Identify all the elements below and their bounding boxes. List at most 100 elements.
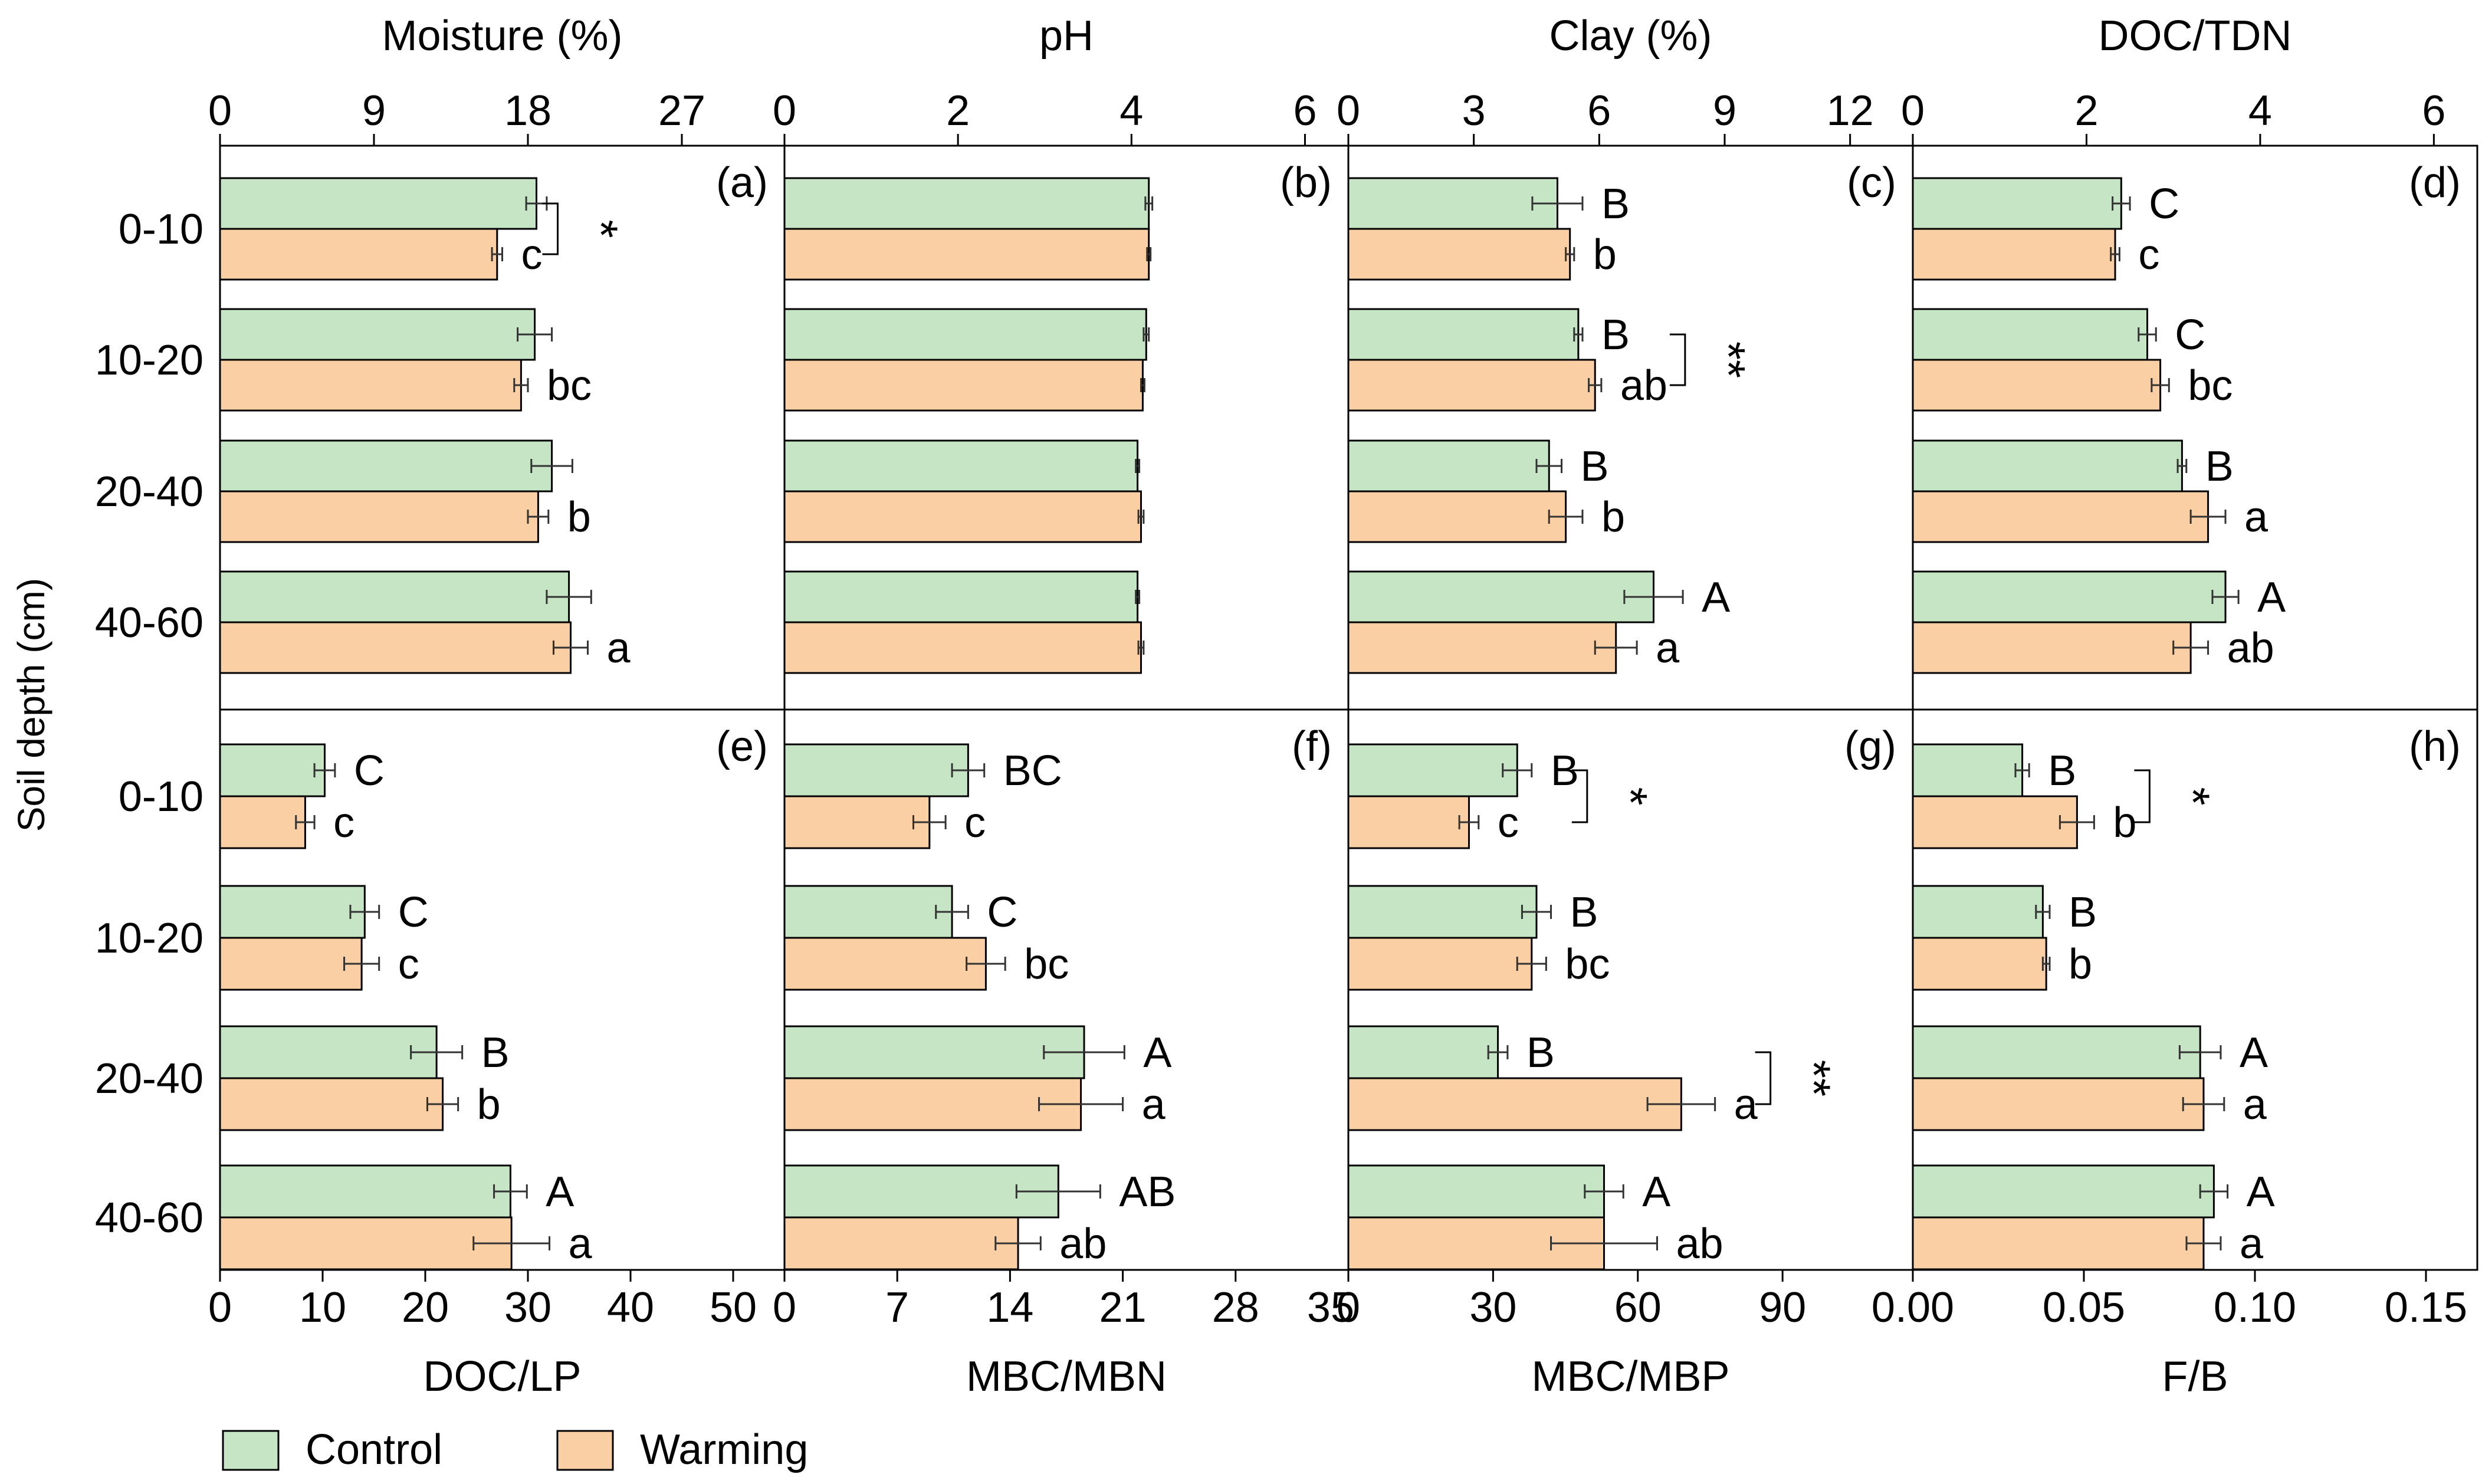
x-tick-label: 0 [208,87,232,134]
significance-mark: * [2166,787,2219,805]
y-tick-label: 0-10 [119,206,203,253]
x-axis-title: Moisture (%) [382,12,622,60]
significance-letter: bc [1565,941,1610,988]
x-axis-title: DOC/TDN [2099,12,2292,60]
bar-warming [783,795,931,849]
x-tick-label: 14 [986,1284,1033,1331]
bar-control [219,177,537,230]
bar-warming [1347,359,1596,412]
bar-warming [1912,228,2116,281]
significance-letter: AB [1119,1168,1176,1216]
bar-control [783,308,1147,361]
significance-letter: bc [547,362,592,409]
significance-letter: c [964,799,986,846]
bar-warming [219,490,539,543]
significance-letter: a [2240,1220,2264,1268]
bar-control [1912,885,2044,939]
bar-warming [783,490,1142,543]
bar-warming [1347,490,1567,543]
x-tick-label: 90 [1759,1284,1806,1331]
panels: 0-10 10-20 20-40 40-60 0-10 10-20 20-40 40-60 c b… [95,12,2478,1400]
x-tick-label: 0.15 [2385,1284,2467,1331]
significance-letter: A [1143,1029,1171,1076]
bar-control [219,439,553,493]
bar-control [219,570,570,623]
significance-letter: B [1601,311,1630,359]
significance-letter: ab [1059,1220,1107,1268]
bar-warming [219,228,498,281]
x-axis-title: F/B [2162,1353,2228,1400]
bar-control [783,1164,1059,1219]
significance-bracket [542,202,559,255]
bar-warming [219,359,522,412]
panel-a: c bc b a * 0 9 18 27 Moisture (%) (a) [208,12,786,711]
significance-letter: C [2149,180,2179,228]
bar-control [1347,570,1654,623]
bar-control [1912,570,2227,623]
bar-warming [783,1216,1019,1270]
panel-label: (f) [1292,723,1332,770]
bar-control [219,885,366,939]
significance-letter: c [333,799,354,846]
bar-control [1347,885,1538,939]
y-tick-label: 40-60 [95,1194,203,1242]
significance-letter: c [1498,799,1519,846]
significance-letter: a [1734,1081,1758,1128]
bar-control [783,885,953,939]
bar-warming [1347,621,1617,674]
bar-warming [219,795,306,849]
x-tick-label: 0 [1901,87,1925,134]
significance-letter: a [1656,625,1680,672]
x-tick-label: 20 [402,1284,449,1331]
y-tick-label: 0-10 [119,773,203,820]
bar-control [1912,177,2122,230]
bar-warming [1912,937,2047,991]
x-tick-label: 0 [1337,87,1360,134]
significance-letter: c [2138,231,2159,278]
significance-letter: A [2247,1168,2275,1216]
bar-warming [1912,795,2078,849]
significance-letter: bc [1024,941,1069,988]
bar-warming [1912,621,2192,674]
x-axis-title: MBC/MBN [966,1353,1167,1400]
x-tick-label: 0.05 [2043,1284,2125,1331]
panel-label: (h) [2409,723,2461,770]
x-tick-label: 6 [1293,87,1316,134]
significance-letter: a [1142,1081,1166,1128]
significance-letter: C [987,889,1017,936]
bar-control [1347,1164,1606,1219]
bar-warming [219,621,572,674]
significance-letter: ab [2227,625,2274,672]
bar-warming [1347,937,1533,991]
y-tick-label: 10-20 [95,915,203,962]
panel-label: (d) [2409,159,2461,206]
x-tick-label: 40 [607,1284,654,1331]
bar-control [219,743,326,797]
y-tick-label: 20-40 [95,1055,203,1102]
x-tick-label: 6 [1587,87,1611,134]
x-tick-label: 3 [1462,87,1486,134]
bar-control [1347,1025,1499,1079]
x-axis-title: DOC/LP [423,1353,581,1400]
x-tick-label: 30 [504,1284,551,1331]
significance-letter: ab [1620,362,1667,409]
bar-control [1912,743,2024,797]
bar-control [219,1025,438,1079]
x-tick-label: 12 [1827,87,1874,134]
x-tick-label: 0 [773,1284,796,1331]
bar-control [1912,1164,2215,1219]
x-tick-label: 50 [710,1284,757,1331]
bar-warming [1912,490,2209,543]
bar-control [783,570,1139,623]
significance-letter: bc [2188,362,2233,409]
x-tick-label: 2 [946,87,970,134]
bar-control [783,1025,1085,1079]
bar-control [219,308,536,361]
bar-control [1347,308,1580,361]
significance-letter: B [1526,1029,1555,1076]
bar-warming [1912,359,2162,412]
bar-control [783,177,1150,230]
bar-control [1912,1025,2201,1079]
